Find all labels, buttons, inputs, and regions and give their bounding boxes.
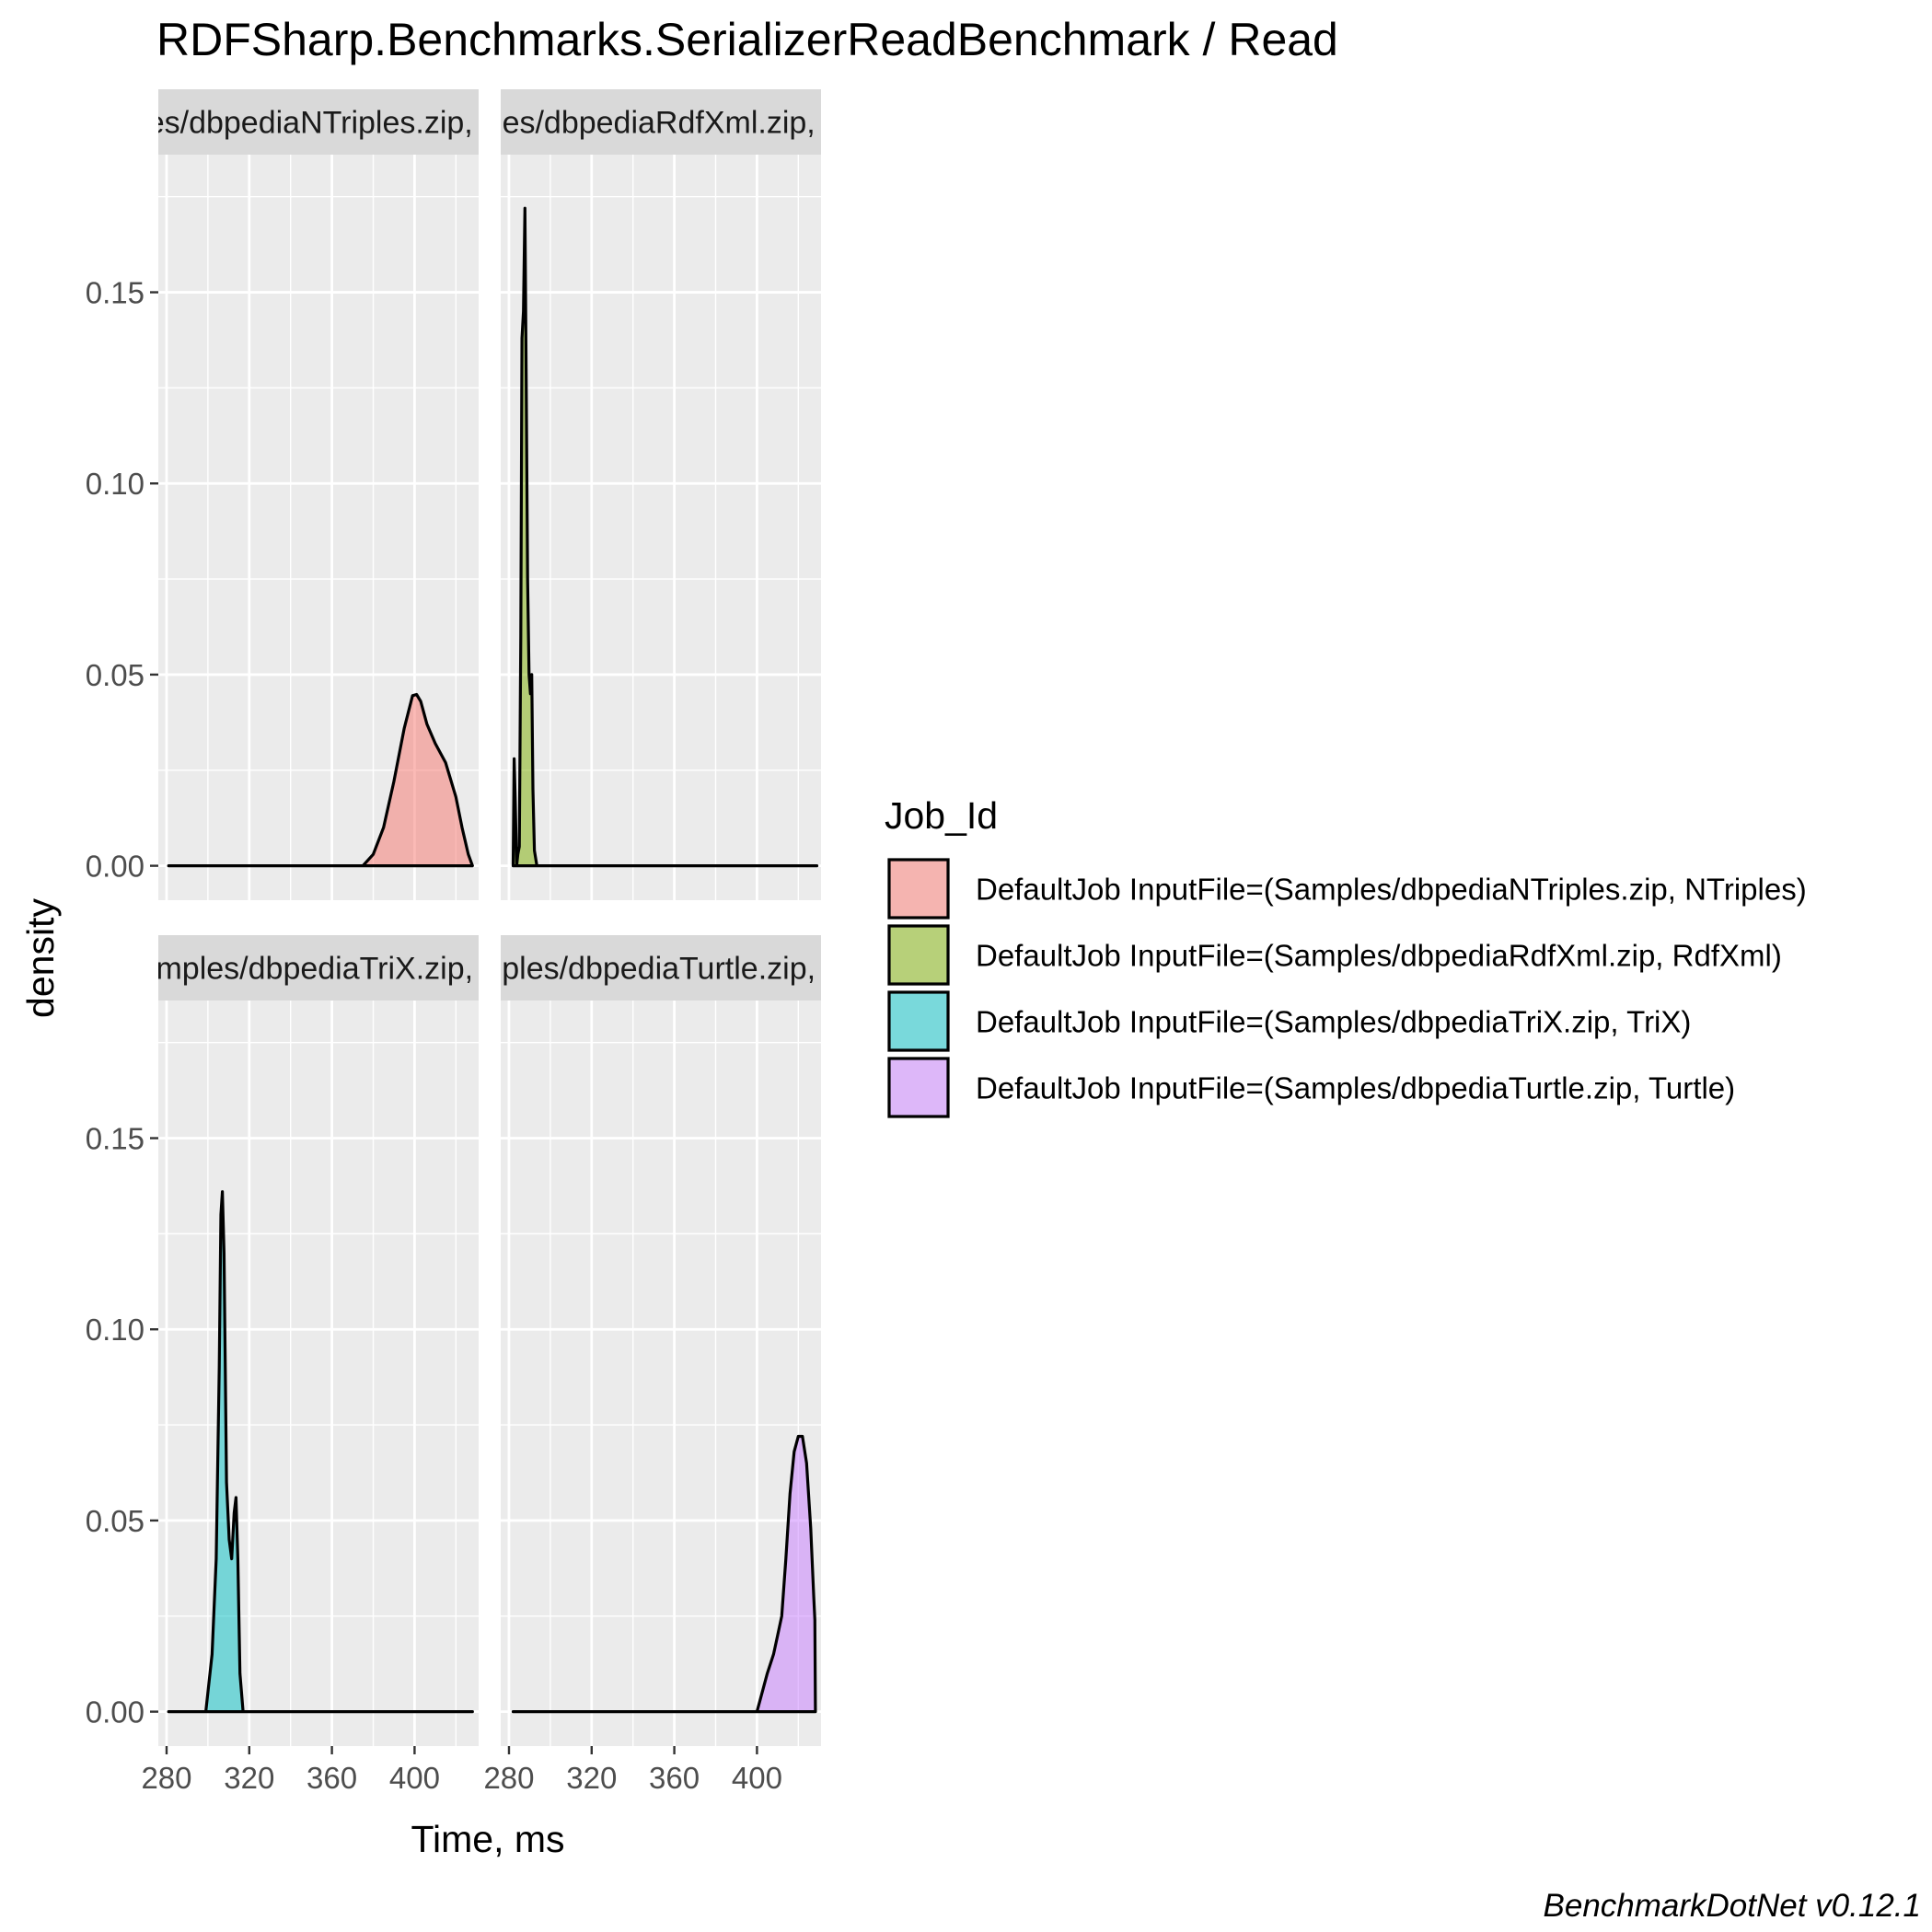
panel-background — [501, 155, 821, 900]
facet-strip — [158, 935, 479, 1001]
legend-key — [887, 924, 950, 986]
y-tick-label: 0.05 — [86, 1504, 145, 1538]
legend-key — [887, 858, 950, 920]
x-tick-label: 400 — [389, 1761, 440, 1795]
legend-key — [887, 1057, 950, 1118]
y-tick-label: 0.00 — [86, 1695, 145, 1730]
density-area — [511, 1434, 817, 1714]
chart-title: RDFSharp.Benchmarks.SerializerReadBenchm… — [156, 14, 1338, 65]
facet-strip — [501, 89, 821, 155]
x-axis-title: Time, ms — [411, 1818, 564, 1860]
panel-background — [501, 1001, 821, 1746]
density-area — [167, 1190, 474, 1714]
facet-strip — [501, 935, 821, 1001]
facet-strip — [158, 89, 479, 155]
x-tick-label: 320 — [224, 1761, 274, 1795]
facet-strip-label: =(Samples/dbpediaNTriples.zip, NTriples) — [29, 106, 607, 141]
y-axis-title: density — [19, 898, 62, 1018]
legend-label: DefaultJob InputFile=(Samples/dbpediaTri… — [976, 1005, 1691, 1039]
density-area — [167, 692, 474, 868]
legend-title: Job_Id — [885, 794, 998, 837]
legend-label: DefaultJob InputFile=(Samples/dbpediaRdf… — [976, 939, 1782, 973]
density-area — [511, 206, 819, 868]
x-tick-label: 280 — [141, 1761, 191, 1795]
facet-strip-label: =(Samples/dbpediaRdfXml.zip, RdfXml) — [385, 106, 937, 141]
panel-background — [158, 1001, 479, 1746]
facet-strip-label: =(Samples/dbpediaTurtle.zip, Turtle) — [409, 952, 913, 987]
legend: DefaultJob InputFile=(Samples/dbpediaNTr… — [887, 858, 1807, 1118]
legend-label: DefaultJob InputFile=(Samples/dbpediaNTr… — [976, 873, 1807, 907]
x-tick-label: 360 — [649, 1761, 700, 1795]
facet-strip-label: =(Samples/dbpediaTriX.zip, TriX) — [89, 952, 549, 987]
x-tick-label: 320 — [566, 1761, 617, 1795]
y-tick-label: 0.10 — [86, 1313, 145, 1347]
x-tick-label: 400 — [732, 1761, 782, 1795]
legend-key — [887, 990, 950, 1052]
caption: BenchmarkDotNet v0.12.1 — [1544, 1888, 1921, 1924]
y-tick-label: 0.15 — [86, 1122, 145, 1156]
y-tick-label: 0.10 — [86, 467, 145, 501]
x-tick-label: 360 — [307, 1761, 357, 1795]
y-tick-label: 0.15 — [86, 276, 145, 310]
x-tick-label: 280 — [483, 1761, 534, 1795]
legend-label: DefaultJob InputFile=(Samples/dbpediaTur… — [976, 1071, 1735, 1105]
facet-panels: =(Samples/dbpediaNTriples.zip, NTriples)… — [29, 89, 937, 1795]
y-tick-label: 0.05 — [86, 658, 145, 692]
y-tick-label: 0.00 — [86, 850, 145, 884]
